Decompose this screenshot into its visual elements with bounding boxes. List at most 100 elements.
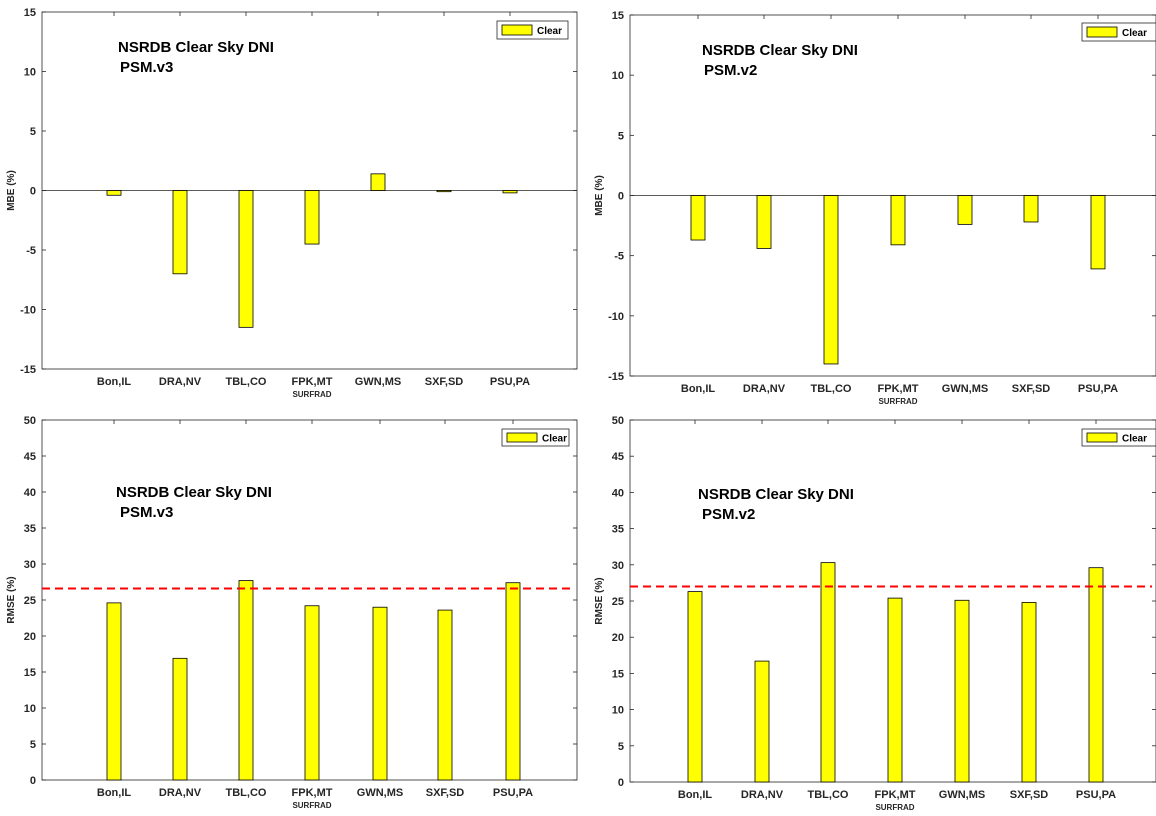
x-category-label: DRA,NV — [741, 789, 784, 801]
annotation-model: PSM.v2 — [702, 506, 755, 523]
bar-sxfsd — [436, 190, 452, 193]
bar-bonil — [690, 195, 706, 241]
x-axis-label: SURFRAD — [292, 801, 331, 810]
y-tick-label: 45 — [24, 451, 36, 463]
chart-panel-1: -15 -10 -5 0 5 10 15 MBE (%) Bon,IL DRA,NV TBL,CO F… — [6, 7, 578, 399]
y-tick-label: 10 — [612, 705, 624, 717]
y-tick-label: 25 — [612, 596, 624, 608]
x-category-label: FPK,MT — [875, 789, 916, 801]
y-tick-label: 20 — [612, 632, 624, 644]
y-tick-label: 50 — [24, 415, 36, 427]
y-tick-label: 15 — [24, 7, 36, 19]
bar-dranv — [754, 660, 770, 783]
y-tick-label: 30 — [612, 560, 624, 572]
x-category-label: TBL,CO — [226, 376, 267, 388]
x-category-label: Bon,IL — [97, 787, 131, 799]
legend: Clear — [501, 428, 570, 447]
x-category-label: TBL,CO — [811, 383, 852, 395]
annotation-title: NSRDB Clear Sky DNI — [118, 39, 274, 56]
bar-psupa — [502, 190, 518, 194]
y-tick-label: 5 — [618, 130, 624, 142]
bar-sxfsd — [437, 609, 453, 781]
y-tick-label: 45 — [612, 451, 624, 463]
x-category-label: Bon,IL — [678, 789, 712, 801]
bar-psupa — [1090, 195, 1106, 270]
annotation-model: PSM.v3 — [120, 504, 173, 521]
legend-swatch — [1086, 432, 1118, 443]
x-category-label: GWN,MS — [942, 383, 988, 395]
y-tick-label: 0 — [618, 777, 624, 789]
y-tick-label: -10 — [20, 305, 36, 317]
x-category-label: GWN,MS — [357, 787, 403, 799]
chart-panel-4: 0 5 10 15 20 25 30 35 40 45 50 RMSE (%) Bon,IL DRA,NV… — [594, 415, 1156, 812]
bar-fpkmt — [890, 195, 906, 246]
x-category-label: DRA,NV — [159, 376, 202, 388]
y-tick-label: 0 — [30, 186, 36, 198]
y-tick-label: 15 — [24, 667, 36, 679]
legend: Clear — [1081, 22, 1156, 42]
y-tick-label: -10 — [608, 311, 624, 323]
x-category-label: PSU,PA — [493, 787, 533, 799]
legend-label: Clear — [537, 26, 562, 37]
y-axis-label: MBE (%) — [6, 170, 17, 211]
legend-label: Clear — [1122, 28, 1147, 39]
x-axis-label: SURFRAD — [292, 390, 331, 399]
y-tick-label: 5 — [30, 739, 36, 751]
bar-tblco — [238, 580, 254, 781]
annotation-title: NSRDB Clear Sky DNI — [698, 486, 854, 503]
bar-gwnms — [370, 173, 386, 191]
y-axis-label: RMSE (%) — [6, 576, 17, 623]
bar-sxfsd — [1021, 602, 1037, 783]
x-category-label: PSU,PA — [1078, 383, 1118, 395]
x-category-label: SXF,SD — [1010, 789, 1049, 801]
bar-tblco — [823, 195, 839, 365]
y-tick-label: 5 — [618, 741, 624, 753]
y-tick-label: 50 — [612, 415, 624, 427]
y-tick-label: 30 — [24, 559, 36, 571]
annotation-model: PSM.v2 — [704, 62, 757, 79]
bar-fpkmt — [304, 605, 320, 781]
bar-bonil — [106, 190, 122, 196]
x-category-label: GWN,MS — [355, 376, 401, 388]
annotation-model: PSM.v3 — [120, 59, 173, 76]
x-category-label: Bon,IL — [97, 376, 131, 388]
x-category-label: SXF,SD — [425, 376, 464, 388]
legend-swatch — [501, 24, 533, 36]
y-tick-label: 15 — [612, 10, 624, 22]
chart-panel-3: 0 5 10 15 20 25 30 35 40 45 50 RMSE (%) Bon,IL DRA,NV… — [6, 415, 578, 810]
y-tick-label: 40 — [24, 487, 36, 499]
y-tick-label: 15 — [612, 668, 624, 680]
x-category-label: GWN,MS — [939, 789, 985, 801]
bar-gwnms — [372, 606, 388, 781]
x-category-label: SXF,SD — [426, 787, 465, 799]
y-tick-label: 20 — [24, 631, 36, 643]
x-category-label: TBL,CO — [808, 789, 849, 801]
x-axis-label: SURFRAD — [875, 803, 914, 812]
bar-tblco — [820, 562, 836, 783]
legend: Clear — [496, 20, 569, 40]
y-tick-label: 40 — [612, 487, 624, 499]
annotation-title: NSRDB Clear Sky DNI — [702, 42, 858, 59]
y-tick-label: 35 — [612, 524, 624, 536]
x-category-label: Bon,IL — [681, 383, 715, 395]
bar-bonil — [106, 602, 122, 781]
y-axis-label: RMSE (%) — [594, 577, 605, 624]
bar-bonil — [687, 591, 703, 783]
x-axis-label: SURFRAD — [878, 397, 917, 406]
y-tick-label: 10 — [612, 70, 624, 82]
x-category-label: PSU,PA — [490, 376, 530, 388]
y-tick-label: -15 — [608, 371, 624, 383]
y-tick-label: 25 — [24, 595, 36, 607]
chart-panel-2: -15 -10 -5 0 5 10 15 MBE (%) Bon,IL DRA,NV TBL,CO F… — [594, 10, 1156, 406]
bar-dranv — [756, 195, 772, 249]
bar-tblco — [238, 190, 254, 328]
y-tick-label: 5 — [30, 126, 36, 138]
bar-gwnms — [954, 599, 970, 783]
x-category-label: FPK,MT — [292, 376, 333, 388]
y-tick-label: 0 — [618, 191, 624, 203]
y-tick-label: -15 — [20, 364, 36, 376]
x-category-label: SXF,SD — [1012, 383, 1051, 395]
bar-dranv — [172, 657, 188, 781]
x-category-label: DRA,NV — [159, 787, 202, 799]
bar-sxfsd — [1023, 195, 1039, 223]
